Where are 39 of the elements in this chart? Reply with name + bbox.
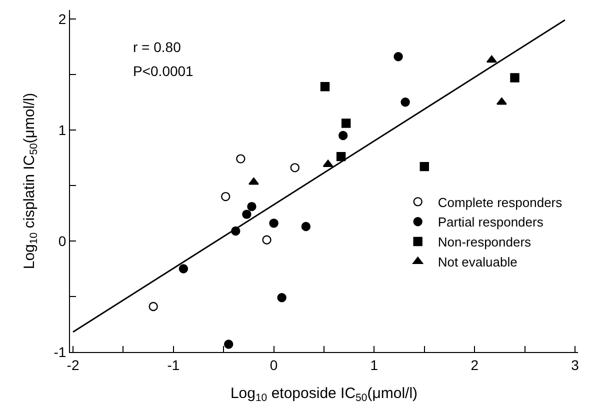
point <box>400 98 410 107</box>
point <box>301 222 311 232</box>
legend-label: Non-responders <box>438 234 532 250</box>
point <box>178 264 188 274</box>
point <box>341 118 351 128</box>
point <box>262 235 272 244</box>
x-tick-label: 1 <box>370 356 378 373</box>
point <box>269 218 278 228</box>
x-tick-label: -2 <box>66 356 80 373</box>
point <box>236 154 246 164</box>
annotation: r = 0.80 <box>133 39 182 55</box>
legend-label: Not evaluable <box>438 254 518 270</box>
x-tick-label: 2 <box>470 356 479 373</box>
point <box>320 82 330 92</box>
x-tick-label: 0 <box>270 356 278 373</box>
point <box>338 130 348 140</box>
point <box>510 73 520 82</box>
point <box>242 210 252 219</box>
legend-label: Complete responders <box>438 194 563 210</box>
point <box>290 163 300 172</box>
point <box>394 52 403 62</box>
point <box>420 162 429 172</box>
point <box>277 292 286 302</box>
legend-label: Partial responders <box>438 214 544 230</box>
point <box>336 152 346 162</box>
point <box>221 192 230 202</box>
point <box>248 178 259 185</box>
point <box>148 302 158 312</box>
y-tick-label: 1 <box>58 122 66 138</box>
point <box>224 340 234 349</box>
y-tick-label: 2 <box>58 10 66 27</box>
x-axis-title: Log$_{10}$ etoposide IC$_{50}$(μmol/l) <box>230 384 418 404</box>
y-tick-label: 0 <box>58 232 66 249</box>
point <box>247 202 256 212</box>
point <box>486 55 497 63</box>
x-tick-label: -1 <box>167 356 180 373</box>
y-tick-label: -1 <box>54 344 66 360</box>
annotation: P<0.0001 <box>133 63 194 79</box>
x-tick-label: 3 <box>571 356 580 373</box>
